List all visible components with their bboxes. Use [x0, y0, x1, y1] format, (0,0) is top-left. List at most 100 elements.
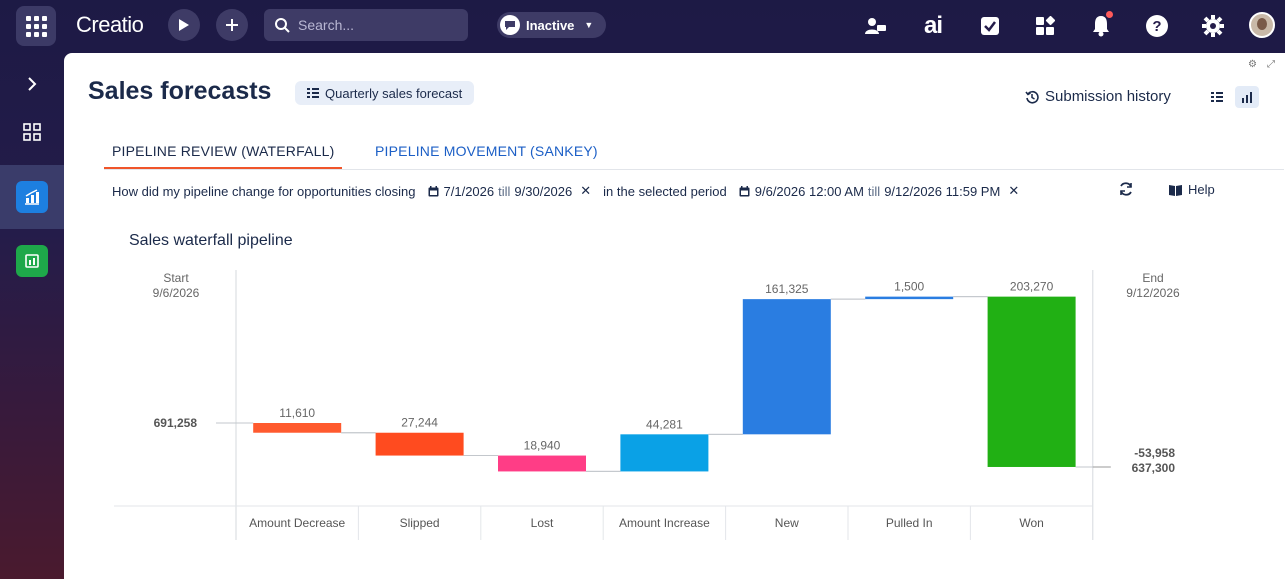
bar-value-label: 203,270: [1010, 280, 1054, 294]
grid-icon: [25, 15, 47, 37]
view-toggle: [1205, 86, 1259, 108]
help-icon[interactable]: ?: [1144, 13, 1170, 39]
clear-period-icon[interactable]: ✕: [1008, 183, 1020, 198]
run-process-button[interactable]: [168, 9, 200, 41]
till-label: till: [498, 183, 511, 199]
submission-history-label: Submission history: [1045, 88, 1171, 105]
notification-badge: [1106, 11, 1113, 18]
waterfall-bar: [375, 432, 464, 456]
sidebar-item-forecasts[interactable]: [0, 165, 64, 229]
ai-assistant-button[interactable]: ai: [923, 12, 943, 39]
category-label: Amount Increase: [619, 516, 710, 530]
search-placeholder: Search...: [298, 17, 355, 33]
panel-settings-icon[interactable]: ⚙: [1248, 59, 1257, 70]
period-to[interactable]: 9/12/2026 11:59 PM: [884, 183, 1001, 199]
status-dropdown[interactable]: Inactive ▼: [497, 12, 606, 38]
forecast-chart-icon: [16, 181, 48, 213]
end-change: -53,958: [1134, 446, 1175, 460]
category-label: Amount Decrease: [249, 516, 345, 530]
period-text: in the selected period: [603, 183, 727, 199]
end-label: End: [1142, 271, 1163, 285]
close-date-from[interactable]: 7/1/2026: [443, 183, 495, 199]
settings-gear-icon[interactable]: [1200, 13, 1226, 39]
close-date-to[interactable]: 9/30/2026: [514, 183, 573, 199]
user-avatar[interactable]: [1249, 12, 1275, 38]
bar-value-label: 44,281: [646, 417, 683, 431]
chevron-right-icon: [28, 77, 37, 91]
chart-title: Sales waterfall pipeline: [129, 232, 293, 249]
category-label: Lost: [531, 516, 554, 530]
waterfall-bar: [498, 455, 586, 472]
dashboard-grid-icon: [23, 123, 41, 141]
bar-value-label: 11,610: [279, 406, 315, 420]
end-date: 9/12/2026: [1126, 286, 1180, 300]
chevron-down-icon: ▼: [584, 20, 594, 30]
bar-chart-icon: [1242, 92, 1252, 103]
bar-value-label: 27,244: [401, 416, 438, 430]
filter-row: How did my pipeline change for opportuni…: [112, 181, 1272, 201]
chat-icon: [500, 15, 520, 35]
till-label: till: [867, 183, 881, 199]
refresh-button[interactable]: [1119, 182, 1133, 201]
waterfall-bar: [987, 296, 1076, 467]
waterfall-bar: [253, 423, 342, 433]
main-panel: ⚙ ⤢ Sales forecasts Quarterly sales fore…: [64, 53, 1285, 579]
add-button[interactable]: [216, 9, 248, 41]
category-label: Pulled In: [886, 516, 933, 530]
start-label: Start: [163, 271, 189, 285]
end-value: 637,300: [1132, 461, 1176, 475]
sidebar-item-workplace[interactable]: [0, 100, 64, 164]
bar-value-label: 1,500: [894, 280, 924, 294]
calendar-icon: [428, 185, 439, 197]
notifications-bell-icon[interactable]: [1088, 11, 1114, 39]
help-button[interactable]: Help: [1169, 182, 1215, 197]
category-label: Won: [1019, 516, 1043, 530]
category-label: New: [775, 516, 799, 530]
sales-icon: [16, 245, 48, 277]
expand-icon[interactable]: ⤢: [1267, 59, 1275, 70]
refresh-icon: [1120, 182, 1132, 196]
chart-view-button[interactable]: [1235, 86, 1259, 108]
list-view-icon: [1211, 92, 1223, 102]
waterfall-chart: Start 9/6/2026 691,258 End 9/12/2026 -53…: [114, 270, 1180, 540]
list-icon: [307, 88, 319, 98]
page-title: Sales forecasts: [88, 77, 272, 105]
waterfall-bar: [742, 299, 831, 435]
app-launcher-button[interactable]: [16, 6, 56, 46]
creatio-logo[interactable]: Creatio: [76, 12, 144, 37]
tab-bar: PIPELINE REVIEW (WATERFALL) PIPELINE MOV…: [104, 141, 1284, 170]
apps-icon[interactable]: [1032, 13, 1058, 39]
panel-corner-controls: ⚙ ⤢: [1248, 59, 1275, 70]
expand-sidebar-button[interactable]: [0, 52, 64, 116]
help-label: Help: [1188, 182, 1215, 197]
search-icon: [275, 18, 290, 33]
forecast-selector[interactable]: Quarterly sales forecast: [295, 81, 475, 105]
status-label: Inactive: [526, 17, 575, 33]
waterfall-bar: [865, 296, 954, 300]
top-bar: Creatio Search... Inactive ▼ ai ?: [0, 0, 1285, 52]
search-input[interactable]: Search...: [264, 9, 468, 41]
filter-question: How did my pipeline change for opportuni…: [112, 183, 416, 199]
tasks-icon[interactable]: [977, 13, 1003, 39]
waterfall-bar: [620, 434, 709, 472]
submission-history-button[interactable]: Submission history: [1025, 88, 1171, 105]
list-view-button[interactable]: [1205, 86, 1229, 108]
start-date: 9/6/2026: [153, 286, 200, 300]
tab-pipeline-review[interactable]: PIPELINE REVIEW (WATERFALL): [104, 141, 343, 169]
book-icon: [1169, 184, 1182, 196]
category-label: Slipped: [400, 516, 440, 530]
bar-value-label: 18,940: [524, 439, 561, 453]
sidebar-item-sales[interactable]: [0, 229, 64, 293]
play-icon: [179, 19, 189, 31]
forecast-chip-label: Quarterly sales forecast: [325, 85, 463, 101]
tab-pipeline-movement[interactable]: PIPELINE MOVEMENT (SANKEY): [375, 143, 598, 159]
sidebar: [0, 52, 64, 579]
period-from[interactable]: 9/6/2026 12:00 AM: [754, 183, 864, 199]
svg-text:?: ?: [1152, 18, 1161, 35]
plus-icon: [226, 19, 238, 31]
clear-close-date-icon[interactable]: ✕: [580, 183, 592, 198]
calendar-icon: [739, 185, 750, 197]
bar-value-label: 161,325: [765, 282, 809, 296]
communication-icon[interactable]: [862, 13, 888, 39]
history-icon: [1025, 90, 1039, 104]
